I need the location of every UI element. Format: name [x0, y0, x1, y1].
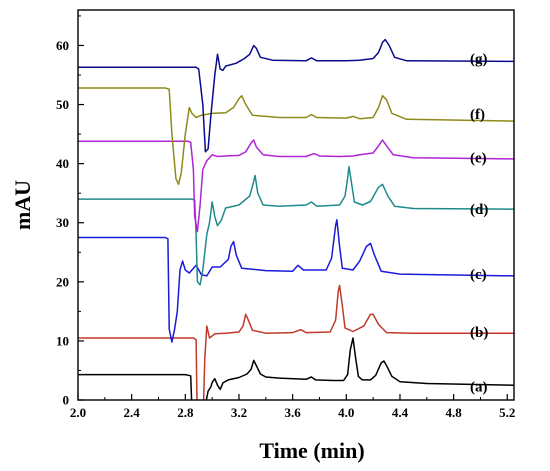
series-line-g [78, 38, 514, 153]
series-line-d [78, 165, 514, 286]
y-tick-label: 10 [56, 333, 69, 348]
trace-label: (f) [470, 107, 485, 123]
x-tick-label: 2.8 [177, 405, 194, 420]
x-tick-label: 3.2 [231, 405, 247, 420]
series-line-c [78, 219, 514, 343]
y-tick-label: 0 [63, 393, 70, 408]
series-line-a [78, 337, 514, 400]
y-tick-label: 60 [56, 38, 69, 53]
axis-layer: 2.0 2.4 2.8 3.2 3.6 4.0 4.4 4.8 5.2 0 10 20 30 40 50 60 [56, 15, 515, 420]
y-tick-label: 40 [56, 156, 69, 171]
series-layer [78, 38, 514, 400]
series-line-b [78, 284, 514, 400]
plot-frame [77, 9, 515, 401]
x-tick-label: 4.0 [338, 405, 354, 420]
trace-label: (d) [470, 202, 488, 218]
y-axis-title: mAU [10, 180, 35, 230]
x-tick-label: 4.8 [446, 405, 463, 420]
trace-label: (c) [470, 267, 487, 283]
trace-labels: (a) (b) (c) (d) (e) (f) (g) [470, 51, 488, 395]
x-tick-label: 4.4 [392, 405, 409, 420]
trace-label: (e) [470, 151, 487, 167]
x-tick-label: 5.2 [499, 405, 515, 420]
trace-label: (g) [470, 51, 488, 67]
x-tick-label: 3.6 [285, 405, 302, 420]
trace-label: (a) [470, 379, 488, 395]
series-line-e [78, 139, 514, 233]
y-tick-label: 20 [56, 274, 69, 289]
y-tick-label: 50 [56, 97, 69, 112]
y-tick-label: 30 [56, 215, 69, 230]
series-line-f [78, 87, 514, 186]
trace-label: (b) [470, 325, 488, 341]
x-tick-label: 2.0 [70, 405, 86, 420]
x-axis-title: Time (min) [259, 438, 364, 463]
x-tick-label: 2.4 [124, 405, 141, 420]
